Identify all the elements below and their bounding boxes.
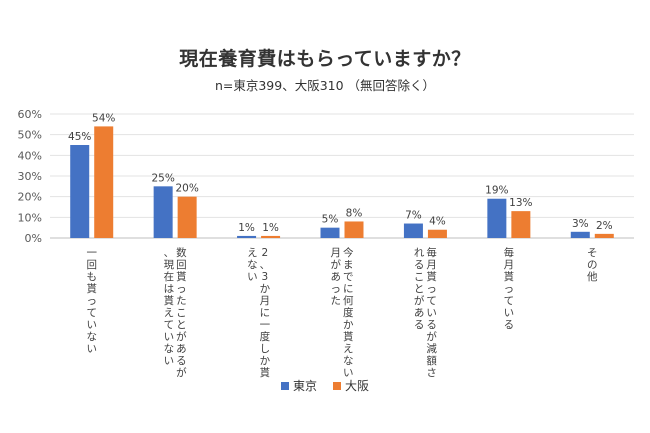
bar-tokyo-6	[570, 231, 590, 238]
legend-item-tokyo: 東京	[280, 377, 317, 394]
chart-subtitle: n=東京399、大阪310 （無回答除く）	[214, 78, 436, 93]
data-label-tokyo-5: 19%	[485, 185, 508, 197]
chart-title: 現在養育費はもらっていますか？	[179, 48, 471, 70]
y-tick-label-3: 30%	[18, 170, 42, 183]
bar-tokyo-1	[153, 186, 173, 238]
bar-osaka-5	[511, 211, 531, 238]
data-label-osaka-0: 54%	[92, 112, 115, 124]
y-tick-label-5: 50%	[18, 129, 42, 142]
x-category-label-5: 毎月貰っている	[504, 246, 515, 331]
bar-tokyo-2	[237, 235, 257, 238]
legend-swatch-osaka	[333, 381, 341, 390]
x-category-label-6: その他	[587, 247, 598, 283]
bar-osaka-6	[594, 233, 614, 238]
legend-label-osaka: 大阪	[345, 379, 370, 393]
data-label-tokyo-0: 45%	[68, 131, 91, 143]
legend-swatch-tokyo	[280, 381, 289, 390]
bar-tokyo-0	[70, 145, 90, 238]
data-label-osaka-5: 13%	[509, 197, 532, 209]
bar-tokyo-3	[320, 227, 340, 238]
x-category-label-4: 毎月貰っているが減額されることがある	[414, 246, 438, 379]
bar-tokyo-4	[403, 223, 423, 238]
chart-legend: 東京 大阪	[0, 377, 650, 394]
x-category-label-1: 数回貰ったことがあるが、現在は貰えていない	[164, 246, 188, 379]
legend-label-tokyo: 東京	[292, 379, 317, 393]
bar-osaka-3	[344, 221, 364, 238]
data-label-tokyo-6: 3%	[572, 218, 589, 230]
data-label-tokyo-3: 5%	[322, 214, 339, 226]
x-category-label-0: 一回も貰っていない	[86, 247, 97, 355]
data-label-osaka-3: 8%	[346, 207, 363, 219]
data-label-tokyo-2: 1%	[238, 222, 255, 234]
y-tick-label-6: 60%	[18, 108, 42, 121]
bar-osaka-4	[427, 229, 447, 238]
data-label-osaka-2: 1%	[262, 222, 279, 234]
bar-osaka-2	[261, 235, 281, 238]
y-tick-label-0: 0%	[25, 232, 42, 245]
legend-item-osaka: 大阪	[333, 377, 369, 394]
data-label-osaka-4: 4%	[429, 216, 446, 228]
x-category-label-2: 2、 3 か月に一度しか貰えない	[247, 247, 271, 379]
bar-tokyo-5	[487, 198, 507, 238]
data-label-tokyo-1: 25%	[151, 172, 174, 184]
x-category-label-3: 今までに何度か貰えない月があった	[331, 246, 355, 379]
y-tick-label-4: 40%	[18, 149, 42, 162]
bar-osaka-1	[177, 196, 197, 238]
y-tick-label-1: 10%	[18, 211, 42, 224]
bar-osaka-0	[94, 126, 114, 238]
data-label-osaka-6: 2%	[596, 220, 613, 232]
data-label-tokyo-4: 7%	[405, 210, 422, 222]
y-tick-label-2: 20%	[18, 191, 42, 204]
data-label-osaka-1: 20%	[175, 183, 198, 195]
